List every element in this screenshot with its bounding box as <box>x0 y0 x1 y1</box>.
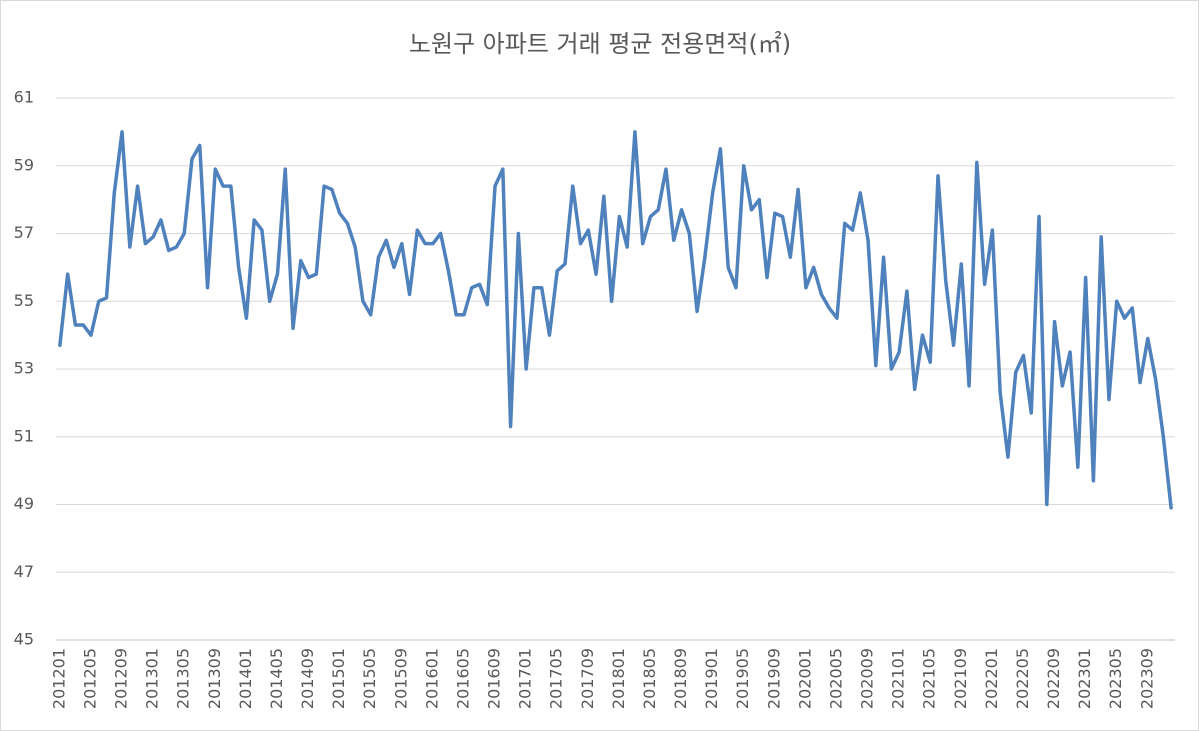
x-tick-label: 202205 <box>1013 648 1032 709</box>
x-tick-label: 201409 <box>298 648 317 709</box>
x-tick-label: 202305 <box>1106 648 1125 709</box>
y-tick-label: 61 <box>14 88 34 107</box>
x-tick-label: 201209 <box>112 648 131 709</box>
x-tick-label: 202209 <box>1044 648 1063 709</box>
y-tick-label: 49 <box>14 494 34 513</box>
x-tick-label: 201609 <box>485 648 504 709</box>
x-tick-label: 201201 <box>49 648 68 709</box>
x-tick-label: 202109 <box>951 648 970 709</box>
chart-title: 노원구 아파트 거래 평균 전용면적(㎡) <box>409 30 791 58</box>
x-tick-label: 201401 <box>236 648 255 709</box>
x-tick-label: 202001 <box>795 648 814 709</box>
x-tick-label: 202009 <box>858 648 877 709</box>
x-tick-label: 201309 <box>205 648 224 709</box>
x-tick-label: 201709 <box>578 648 597 709</box>
x-tick-label: 201501 <box>329 648 348 709</box>
y-tick-label: 53 <box>14 359 34 378</box>
x-tick-label: 201809 <box>671 648 690 709</box>
x-tick-label: 201701 <box>516 648 535 709</box>
x-tick-label: 201705 <box>547 648 566 709</box>
data-line <box>58 130 1173 510</box>
x-tick-label: 201305 <box>174 648 193 709</box>
x-tick-label: 201405 <box>267 648 286 709</box>
x-tick-label: 201909 <box>764 648 783 709</box>
x-tick-label: 201509 <box>391 648 410 709</box>
y-tick-label: 59 <box>14 155 34 174</box>
x-tick-label: 202005 <box>826 648 845 709</box>
x-tick-label: 202309 <box>1137 648 1156 709</box>
x-tick-label: 202101 <box>889 648 908 709</box>
x-tick-label: 202301 <box>1075 648 1094 709</box>
y-tick-label: 45 <box>14 630 34 649</box>
y-tick-label: 51 <box>14 426 34 445</box>
x-tick-label: 201205 <box>80 648 99 709</box>
y-tick-label: 55 <box>14 291 34 310</box>
x-tick-label: 202201 <box>982 648 1001 709</box>
x-tick-label: 201901 <box>702 648 721 709</box>
y-tick-label: 57 <box>14 223 34 242</box>
x-tick-label: 201801 <box>609 648 628 709</box>
x-tick-label: 201805 <box>640 648 659 709</box>
x-tick-label: 201605 <box>453 648 472 709</box>
x-tick-label: 201505 <box>360 648 379 709</box>
y-tick-label: 47 <box>14 562 34 581</box>
x-tick-label: 201905 <box>733 648 752 709</box>
x-tick-label: 202105 <box>920 648 939 709</box>
x-tick-label: 201301 <box>143 648 162 709</box>
x-tick-label: 201601 <box>422 648 441 709</box>
